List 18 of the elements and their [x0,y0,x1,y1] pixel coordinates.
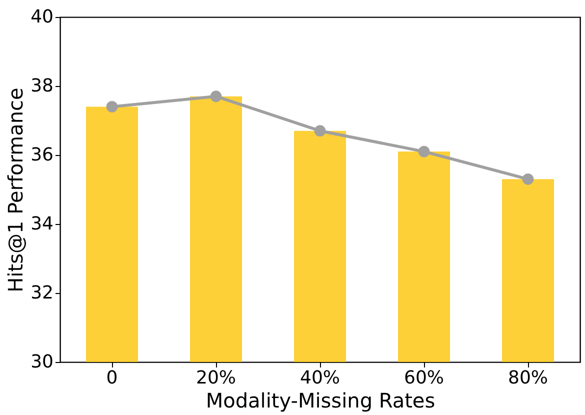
x-tick-label: 0 [106,368,118,388]
y-tick-label: 36 [30,144,54,166]
y-tick-label: 38 [30,76,54,96]
point [522,173,534,185]
y-tick-label: 40 [30,6,54,28]
x-tick-label: 60% [404,368,444,388]
point [106,101,118,112]
y-axis-title: Hits@1 Performance [4,88,28,292]
point [418,146,430,158]
x-tick-label: 20% [196,368,236,388]
y-tick-label: 32 [30,282,54,304]
y-tick-label: 30 [30,352,54,372]
x-tick-label: 80% [508,368,548,388]
point [210,90,222,102]
point [314,125,326,137]
x-tick-label: 40% [300,368,340,388]
x-axis-title: Modality-Missing Rates [206,388,436,412]
y-tick-label: 34 [30,214,54,234]
